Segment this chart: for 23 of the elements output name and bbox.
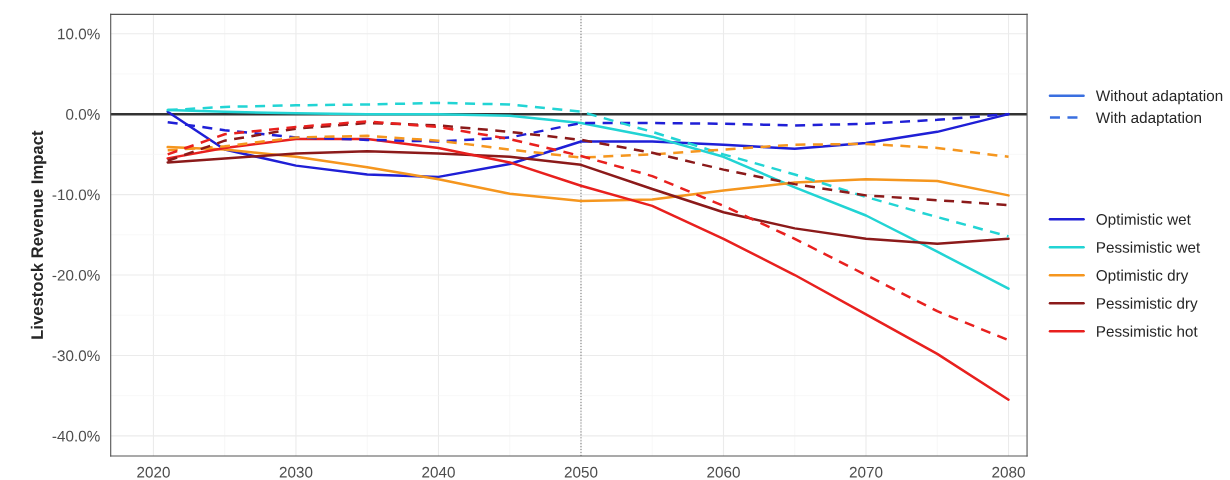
x-tick-label: 2080 <box>992 466 1025 478</box>
y-tick-label: -30.0% <box>52 350 100 362</box>
legend-label: Optimistic dry <box>1096 269 1189 284</box>
legend-label: Pessimistic wet <box>1097 241 1201 253</box>
y-tick-label: -40.0% <box>52 430 100 442</box>
y-tick-label: -10.0% <box>52 189 100 201</box>
x-tick-label: 2070 <box>849 466 883 478</box>
y-tick-label: 10.0% <box>58 28 100 40</box>
x-tick-label: 2040 <box>422 466 455 478</box>
line-series <box>166 120 1010 342</box>
x-tick-label: 2060 <box>707 466 740 478</box>
y-tick-label: 0.0% <box>66 109 100 120</box>
legend-label: Pessimistic dry <box>1097 297 1198 312</box>
legend-label: Pessimistic hot <box>1097 325 1198 337</box>
x-tick-label: 2050 <box>564 466 598 478</box>
text: With adaptation <box>1095 111 1201 127</box>
y-axis-title: Livestock Revenue Impact <box>30 130 47 339</box>
legend-label: Optimistic wet <box>1096 213 1191 228</box>
y-tick-label: -20.0% <box>52 269 100 281</box>
line-series <box>166 137 1010 401</box>
x-tick-label: 2030 <box>279 466 313 478</box>
x-tick-label: 2020 <box>137 466 170 478</box>
text: Without adaptation <box>1095 89 1223 105</box>
